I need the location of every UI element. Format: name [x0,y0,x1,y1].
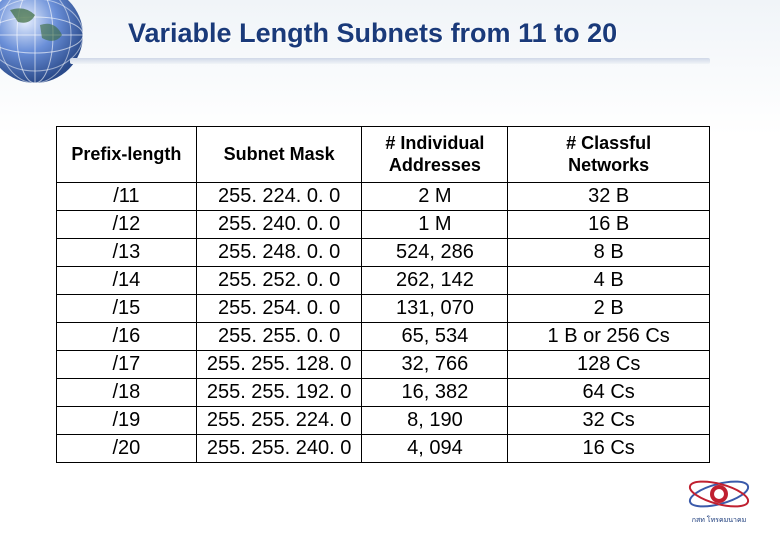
table-row: /17255. 255. 128. 032, 766128 Cs [57,351,710,379]
page-title: Variable Length Subnets from 11 to 20 [128,18,617,49]
col-header-addr: # IndividualAddresses [362,127,508,183]
table-row: /13255. 248. 0. 0524, 2868 B [57,239,710,267]
cell-mask: 255. 224. 0. 0 [196,183,362,211]
cell-prefix: /17 [57,351,197,379]
table-row: /20255. 255. 240. 04, 09416 Cs [57,435,710,463]
table-row: /14255. 252. 0. 0262, 1424 B [57,267,710,295]
cell-net: 2 B [508,295,710,323]
cell-mask: 255. 252. 0. 0 [196,267,362,295]
cell-net: 8 B [508,239,710,267]
table-header-row: Prefix-length Subnet Mask # IndividualAd… [57,127,710,183]
cell-addr: 4, 094 [362,435,508,463]
cell-net: 1 B or 256 Cs [508,323,710,351]
cell-addr: 262, 142 [362,267,508,295]
cell-net: 16 Cs [508,435,710,463]
cell-prefix: /20 [57,435,197,463]
cell-addr: 1 M [362,211,508,239]
cell-prefix: /13 [57,239,197,267]
cell-addr: 16, 382 [362,379,508,407]
cell-prefix: /11 [57,183,197,211]
cell-net: 32 B [508,183,710,211]
col-header-prefix: Prefix-length [57,127,197,183]
cell-mask: 255. 255. 240. 0 [196,435,362,463]
cell-prefix: /18 [57,379,197,407]
cell-mask: 255. 255. 192. 0 [196,379,362,407]
cell-addr: 131, 070 [362,295,508,323]
cell-mask: 255. 240. 0. 0 [196,211,362,239]
cell-net: 64 Cs [508,379,710,407]
cell-net: 4 B [508,267,710,295]
cell-addr: 524, 286 [362,239,508,267]
svg-text:กสท โทรคมนาคม: กสท โทรคมนาคม [692,515,747,524]
table-row: /15255. 254. 0. 0131, 0702 B [57,295,710,323]
col-header-mask: Subnet Mask [196,127,362,183]
table-row: /11255. 224. 0. 02 M32 B [57,183,710,211]
subnet-table: Prefix-length Subnet Mask # IndividualAd… [56,126,710,463]
col-header-net: # ClassfulNetworks [508,127,710,183]
cell-addr: 8, 190 [362,407,508,435]
cell-net: 128 Cs [508,351,710,379]
title-underline [70,58,710,64]
cell-prefix: /12 [57,211,197,239]
cell-mask: 255. 248. 0. 0 [196,239,362,267]
cell-addr: 65, 534 [362,323,508,351]
globe-icon [0,0,90,90]
cell-net: 16 B [508,211,710,239]
cell-net: 32 Cs [508,407,710,435]
cell-mask: 255. 255. 0. 0 [196,323,362,351]
cell-prefix: /19 [57,407,197,435]
cell-mask: 255. 255. 128. 0 [196,351,362,379]
table-row: /18255. 255. 192. 016, 38264 Cs [57,379,710,407]
table-row: /19255. 255. 224. 08, 19032 Cs [57,407,710,435]
table-row: /16255. 255. 0. 065, 5341 B or 256 Cs [57,323,710,351]
cell-mask: 255. 255. 224. 0 [196,407,362,435]
telecom-logo-icon: กสท โทรคมนาคม [680,472,758,528]
cell-addr: 2 M [362,183,508,211]
cell-prefix: /15 [57,295,197,323]
cell-addr: 32, 766 [362,351,508,379]
cell-mask: 255. 254. 0. 0 [196,295,362,323]
table-row: /12255. 240. 0. 01 M16 B [57,211,710,239]
cell-prefix: /14 [57,267,197,295]
cell-prefix: /16 [57,323,197,351]
